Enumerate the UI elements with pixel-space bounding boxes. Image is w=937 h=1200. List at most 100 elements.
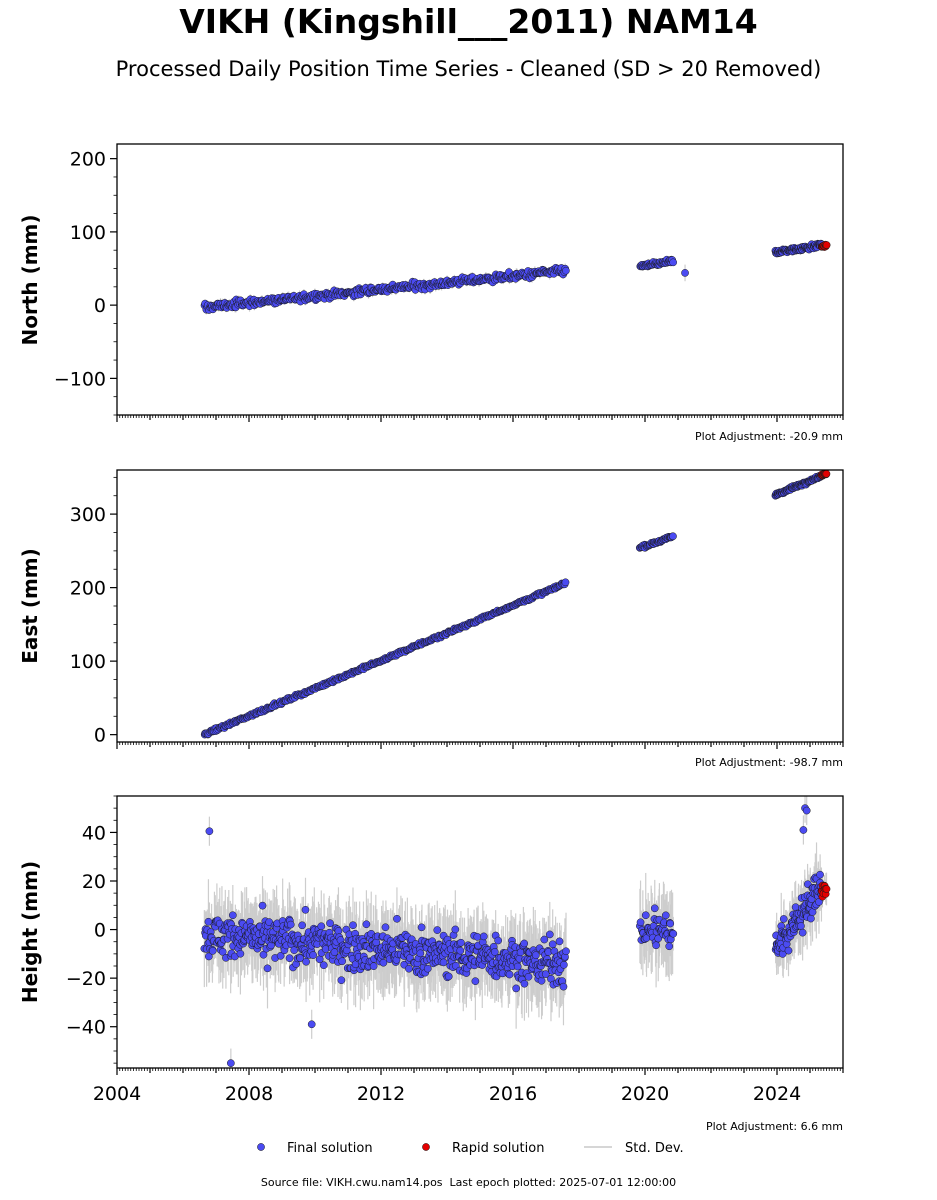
final-point	[669, 258, 677, 267]
final-point	[779, 915, 788, 923]
x-tick-label: 2004	[93, 1083, 141, 1105]
final-point	[433, 926, 442, 934]
plot-area	[200, 796, 831, 1068]
final-point	[784, 946, 793, 955]
final-point	[317, 922, 326, 931]
final-point	[307, 1020, 316, 1029]
final-point	[490, 948, 499, 956]
y-tick-label: 100	[70, 222, 106, 244]
final-point	[791, 903, 800, 912]
legend-final-marker	[257, 1143, 265, 1151]
final-point	[298, 921, 306, 930]
final-point	[362, 920, 371, 929]
final-point	[652, 941, 660, 950]
final-point	[218, 947, 227, 956]
final-point	[416, 949, 425, 958]
final-point	[540, 935, 549, 944]
final-point	[799, 826, 808, 834]
final-point	[258, 901, 267, 910]
final-point	[537, 976, 546, 985]
final-point	[423, 964, 432, 973]
final-point	[337, 976, 346, 985]
x-tick-label: 2024	[753, 1083, 801, 1105]
final-point	[555, 937, 564, 946]
y-axis-label: East (mm)	[18, 548, 42, 664]
final-point	[296, 954, 304, 963]
plot-area	[200, 239, 831, 315]
data-points	[200, 239, 831, 314]
final-point	[636, 918, 645, 927]
final-point	[326, 919, 334, 928]
final-point	[816, 870, 824, 879]
data-points	[200, 804, 831, 1067]
chart-title: VIKH (Kingshill___2011) NAM14	[179, 2, 758, 41]
final-point	[393, 914, 401, 923]
x-axis-ticks	[116, 742, 844, 749]
final-point	[641, 911, 650, 920]
final-point	[545, 930, 554, 939]
final-point	[456, 946, 465, 955]
final-point	[227, 1059, 235, 1067]
final-point	[405, 964, 413, 973]
x-tick-label: 2020	[621, 1083, 669, 1105]
y-tick-label: 20	[82, 871, 106, 893]
final-point	[561, 578, 570, 587]
final-point	[548, 940, 557, 949]
legend-rapid-marker	[422, 1143, 430, 1151]
rapid-point	[822, 241, 831, 249]
final-point	[263, 964, 272, 973]
plot-adjustment: Plot Adjustment: 6.6 mm	[706, 1120, 843, 1133]
plot-adjustment: Plot Adjustment: -98.7 mm	[695, 756, 843, 769]
y-tick-label: 200	[70, 149, 106, 171]
x-tick-label: 2012	[357, 1083, 405, 1105]
final-point	[531, 951, 540, 960]
final-point	[681, 269, 689, 277]
rapid-point	[822, 470, 831, 478]
y-tick-label: −40	[66, 1017, 106, 1039]
source-footer: Source file: VIKH.cwu.nam14.pos Last epo…	[260, 1176, 677, 1189]
final-point	[471, 977, 480, 986]
final-point	[338, 957, 346, 966]
x-tick-label: 2016	[489, 1083, 537, 1105]
final-point	[541, 970, 550, 978]
final-point	[520, 939, 529, 948]
final-point	[473, 933, 482, 941]
final-point	[302, 957, 310, 966]
panel-1: 0 100 200 300 East (mm) Plot Adjustment: -98.…	[18, 469, 844, 769]
y-tick-label: 40	[82, 822, 106, 844]
final-point	[301, 905, 310, 914]
final-point	[205, 827, 214, 836]
data-points	[200, 470, 831, 739]
final-point	[381, 923, 390, 932]
final-point	[309, 951, 317, 959]
final-point	[444, 972, 453, 981]
final-point	[417, 923, 426, 932]
final-point	[369, 962, 378, 971]
final-point	[457, 938, 465, 947]
y-tick-label: 300	[70, 504, 106, 526]
final-point	[349, 921, 357, 930]
final-point	[654, 934, 663, 943]
y-axis-label: Height (mm)	[18, 861, 42, 1003]
final-point	[451, 925, 460, 934]
axes-frame	[116, 469, 844, 743]
final-point	[562, 947, 570, 956]
rapid-point	[822, 885, 831, 893]
final-point	[665, 942, 674, 951]
final-point	[798, 928, 807, 937]
final-point	[797, 922, 805, 930]
x-axis-ticks	[116, 1068, 844, 1075]
final-point	[669, 532, 677, 541]
final-point	[379, 958, 388, 967]
final-point	[669, 929, 678, 938]
y-tick-label: 0	[94, 725, 106, 747]
panel-2: 2004 2008 2012 2016 2020 2024 −40 −20 0 20 40 Heigh…	[18, 795, 844, 1133]
x-axis-ticks	[116, 415, 844, 422]
y-tick-label: 0	[94, 920, 106, 942]
y-axis-ticks	[110, 795, 117, 1064]
final-point	[290, 946, 299, 954]
plot-adjustment: Plot Adjustment: -20.9 mm	[695, 430, 843, 443]
final-point	[439, 958, 448, 967]
y-tick-label: 100	[70, 651, 106, 673]
final-point	[236, 949, 245, 958]
